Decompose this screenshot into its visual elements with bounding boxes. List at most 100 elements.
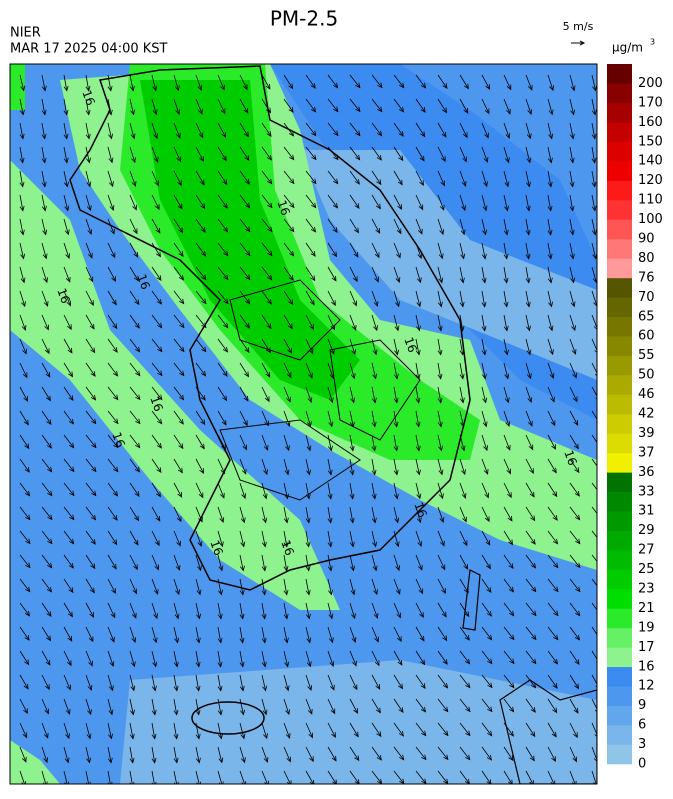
colorbar-label: 3 — [638, 737, 646, 752]
wind-arrow — [283, 146, 295, 161]
wind-arrow — [63, 746, 70, 764]
wind-arrow — [371, 122, 383, 137]
wind-arrow — [371, 506, 377, 524]
wind-arrow — [459, 626, 470, 641]
wind-arrow — [525, 170, 531, 188]
wind-arrow — [305, 194, 317, 209]
wind-arrow — [591, 170, 597, 188]
wind-arrow — [503, 506, 513, 522]
colorbar-box — [607, 569, 632, 590]
wind-arrow — [415, 722, 427, 737]
colorbar-box — [607, 472, 632, 493]
wind-arrow — [19, 410, 29, 426]
wind-arrow — [393, 434, 399, 452]
wind-arrow — [327, 266, 337, 282]
wind-arrow — [305, 146, 317, 161]
wind-arrow — [459, 506, 467, 523]
wind-arrow — [437, 146, 446, 163]
wind-arrow — [349, 170, 360, 185]
wind-arrow — [525, 650, 537, 665]
wind-arrow — [151, 122, 159, 140]
wind-arrow — [503, 770, 513, 784]
wind-arrow — [459, 362, 465, 380]
source: NIER — [10, 26, 41, 41]
wind-arrow — [173, 626, 180, 644]
wind-arrow — [305, 482, 311, 500]
wind-arrow — [547, 362, 555, 379]
wind-arrow — [283, 482, 290, 500]
wind-arrow — [305, 338, 314, 355]
wind-arrow — [327, 746, 337, 762]
wind-arrow — [129, 266, 139, 282]
wind-arrow — [327, 122, 339, 137]
wind-arrow — [41, 242, 48, 260]
wind-arrow — [239, 626, 245, 644]
wind-arrow — [393, 242, 401, 259]
wind-arrow — [41, 122, 47, 140]
wind-arrow — [41, 434, 52, 449]
wind-arrow — [503, 626, 515, 641]
wind-arrow — [591, 674, 597, 688]
wind-arrow — [261, 386, 270, 403]
colorbar-label: 140 — [638, 154, 663, 169]
wind-arrow — [349, 98, 361, 113]
wind-arrow — [41, 338, 50, 355]
wind-arrow — [217, 698, 223, 716]
wind-arrow — [305, 242, 316, 257]
colorbar-box — [607, 239, 632, 259]
colorbar-label: 29 — [638, 523, 655, 538]
wind-arrow — [63, 602, 73, 618]
colorbar-box — [607, 589, 632, 609]
wind-arrow — [591, 74, 597, 92]
wind-arrow — [547, 170, 553, 188]
wind-arrow — [41, 554, 53, 569]
wind-arrow — [569, 362, 577, 379]
colorbar-box — [607, 744, 632, 765]
wind-arrow — [85, 242, 93, 259]
wind-arrow — [327, 98, 339, 113]
wind-arrow — [261, 650, 267, 668]
wind-arrow — [283, 266, 294, 281]
wind-arrow — [41, 146, 47, 164]
wind-arrow — [239, 482, 247, 500]
wind-arrow — [151, 338, 163, 353]
wind-arrow — [19, 650, 30, 666]
wind-arrow — [217, 506, 225, 524]
wind-arrow — [415, 290, 422, 308]
wind-arrow — [107, 578, 116, 594]
wind-arrow — [151, 506, 161, 522]
wind-arrow — [19, 698, 28, 715]
wind-arrow — [195, 194, 206, 210]
colorbar-box — [607, 297, 632, 318]
wind-arrow — [503, 650, 515, 665]
wind-arrow — [547, 146, 553, 164]
wind-arrow — [327, 314, 336, 331]
wind-arrow — [195, 146, 204, 162]
wind-arrow — [569, 530, 581, 545]
wind-arrow — [547, 650, 559, 665]
wind-arrow — [173, 98, 181, 116]
wind-arrow — [283, 410, 291, 427]
wind-arrow — [107, 746, 113, 764]
wind-arrow — [151, 458, 162, 474]
wind-arrow — [437, 122, 447, 138]
wind-arrow — [415, 530, 423, 548]
wind-arrow — [349, 338, 356, 356]
wind-arrow — [129, 146, 136, 164]
wind-arrow — [349, 578, 356, 596]
wind-arrow — [305, 578, 311, 596]
wind-arrow — [503, 362, 510, 380]
wind-arrow — [481, 266, 487, 284]
wind-arrow — [41, 698, 50, 715]
wind-arrow — [173, 362, 185, 377]
wind-arrow — [129, 218, 138, 235]
wind-arrow — [547, 554, 559, 569]
wind-arrow — [41, 746, 49, 764]
wind-arrow — [151, 698, 157, 716]
wind-arrow — [151, 146, 159, 163]
wind-arrow — [503, 386, 510, 404]
wind-arrow — [415, 458, 421, 476]
wind-arrow — [415, 578, 424, 595]
wind-arrow — [129, 554, 138, 571]
wind-arrow — [63, 74, 69, 92]
